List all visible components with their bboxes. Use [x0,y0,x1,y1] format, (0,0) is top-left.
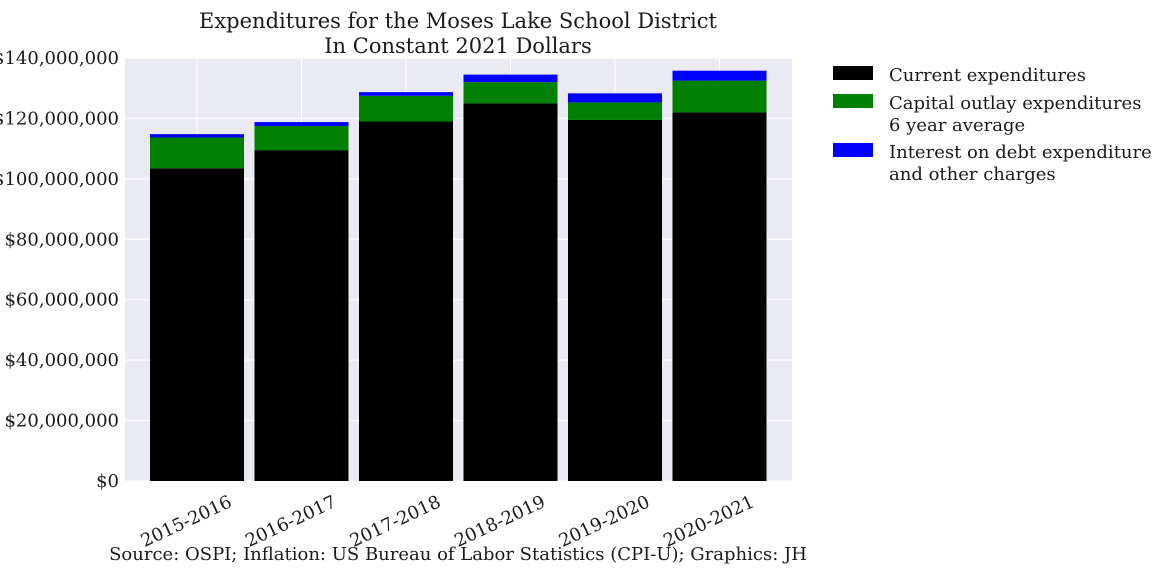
legend-swatch [833,143,873,157]
bar-capital-outlay [359,95,453,122]
y-tick-label: $120,000,000 [0,108,119,129]
bar-current-expenditures [463,103,558,482]
source-note: Source: OSPI; Inflation: US Bureau of La… [109,544,807,565]
bar-capital-outlay [463,82,558,104]
x-tick-label: 2019-2020 [556,491,653,551]
y-tick-label: $100,000,000 [0,169,119,190]
y-tick-label: $80,000,000 [4,229,119,250]
bar-interest-on-debt [359,92,453,96]
x-tick-label: 2020-2021 [660,491,757,551]
legend-label: Capital outlay expenditures [889,93,1141,114]
bar-interest-on-debt [672,70,767,81]
chart-title-line-1: Expenditures for the Moses Lake School D… [199,9,718,33]
x-axis: 2015-2016 2016-2017 2017-2018 2018-2019 2019… [138,491,758,551]
bar-interest-on-debt [150,134,244,138]
x-tick-label: 2017-2018 [347,491,444,551]
bar-capital-outlay [150,137,244,169]
bar-interest-on-debt [254,122,349,126]
bars [150,70,767,482]
legend-swatch [833,94,873,108]
legend-swatch [833,66,873,80]
bar-interest-on-debt [568,93,662,103]
bar-interest-on-debt [463,74,558,83]
y-axis: $0 $20,000,000 $40,000,000 $60,000,000 $80,0… [0,48,119,492]
y-tick-label: $60,000,000 [4,290,119,311]
bar-current-expenditures [672,112,767,481]
y-tick-label: $140,000,000 [0,48,119,69]
bar-current-expenditures [359,121,453,481]
legend-label: and other charges [889,164,1056,185]
legend-label: Current expenditures [889,65,1086,86]
y-tick-label: $20,000,000 [4,411,119,432]
legend: Current expenditures Capital outlay expen… [833,65,1152,185]
legend-label: 6 year average [889,115,1025,136]
legend-item-current: Current expenditures [833,65,1086,86]
legend-label: Interest on debt expenditures [889,142,1152,163]
bar-current-expenditures [150,168,244,481]
x-tick-label: 2015-2016 [138,491,235,551]
bar-capital-outlay [568,102,662,120]
y-tick-label: $0 [96,471,119,492]
y-tick-label: $40,000,000 [4,350,119,371]
x-tick-label: 2018-2019 [451,491,548,551]
bar-capital-outlay [672,80,767,113]
bar-current-expenditures [568,119,662,482]
bar-capital-outlay [254,125,349,151]
bar-current-expenditures [254,150,349,481]
x-tick-label: 2016-2017 [242,491,339,551]
chart-title-line-2: In Constant 2021 Dollars [324,34,591,58]
